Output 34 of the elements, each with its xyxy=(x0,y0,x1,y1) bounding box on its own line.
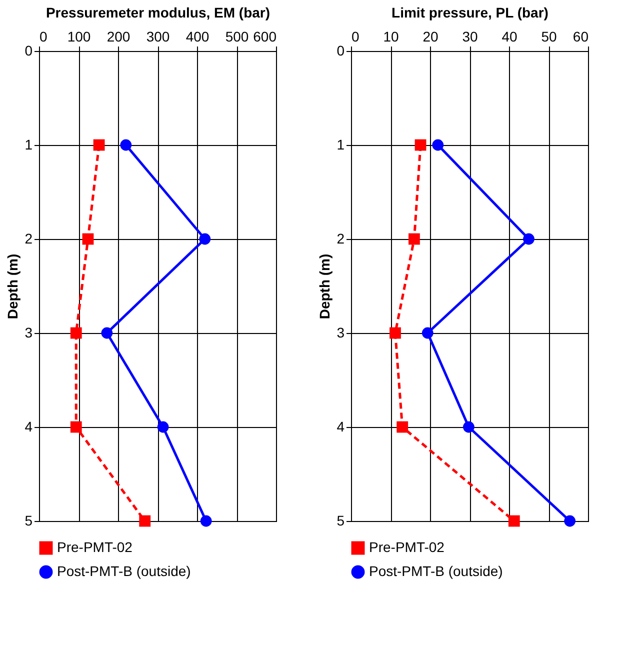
x-tick-label: 0 xyxy=(40,28,48,44)
x-tick-label: 100 xyxy=(67,28,91,44)
x-tick-label: 300 xyxy=(146,28,170,44)
legend-label: Post-PMT-B (outside) xyxy=(57,563,191,579)
y-tick-label: 2 xyxy=(336,230,345,246)
y-tick-label: 1 xyxy=(336,136,345,152)
x-tick-label: 400 xyxy=(186,28,210,44)
y-tick-label: 0 xyxy=(336,42,345,58)
x-axis-title: Limit pressure, PL (bar) xyxy=(392,4,548,20)
y-tick-label: 3 xyxy=(24,324,33,340)
y-tick-label: 4 xyxy=(336,418,345,434)
y-tick-label: 3 xyxy=(336,324,345,340)
x-tick-label: 20 xyxy=(422,28,438,44)
y-tick-label: 1 xyxy=(24,136,33,152)
x-tick-label: 30 xyxy=(462,28,478,44)
x-tick-label: 60 xyxy=(572,28,589,44)
y-axis-title: Depth (m) xyxy=(4,254,21,320)
y-tick-label: 0 xyxy=(24,42,33,58)
y-axis-title: Depth (m) xyxy=(316,254,333,320)
y-tick-label: 4 xyxy=(24,418,33,434)
x-tick-label: 10 xyxy=(383,28,399,44)
x-tick-label: 40 xyxy=(502,28,518,44)
legend-label: Pre-PMT-02 xyxy=(57,539,133,555)
y-tick-label: 5 xyxy=(24,512,33,528)
x-tick-label: 0 xyxy=(352,28,360,44)
legend-label: Pre-PMT-02 xyxy=(369,539,445,555)
x-axis-title: Pressuremeter modulus, EM (bar) xyxy=(46,4,270,20)
y-tick-label: 2 xyxy=(24,230,33,246)
y-tick-label: 5 xyxy=(336,512,345,528)
x-tick-label: 200 xyxy=(106,28,130,44)
x-tick-label: 600 xyxy=(253,28,277,44)
x-tick-label: 500 xyxy=(225,28,249,44)
legend-label: Post-PMT-B (outside) xyxy=(369,563,503,579)
x-tick-label: 50 xyxy=(541,28,557,44)
